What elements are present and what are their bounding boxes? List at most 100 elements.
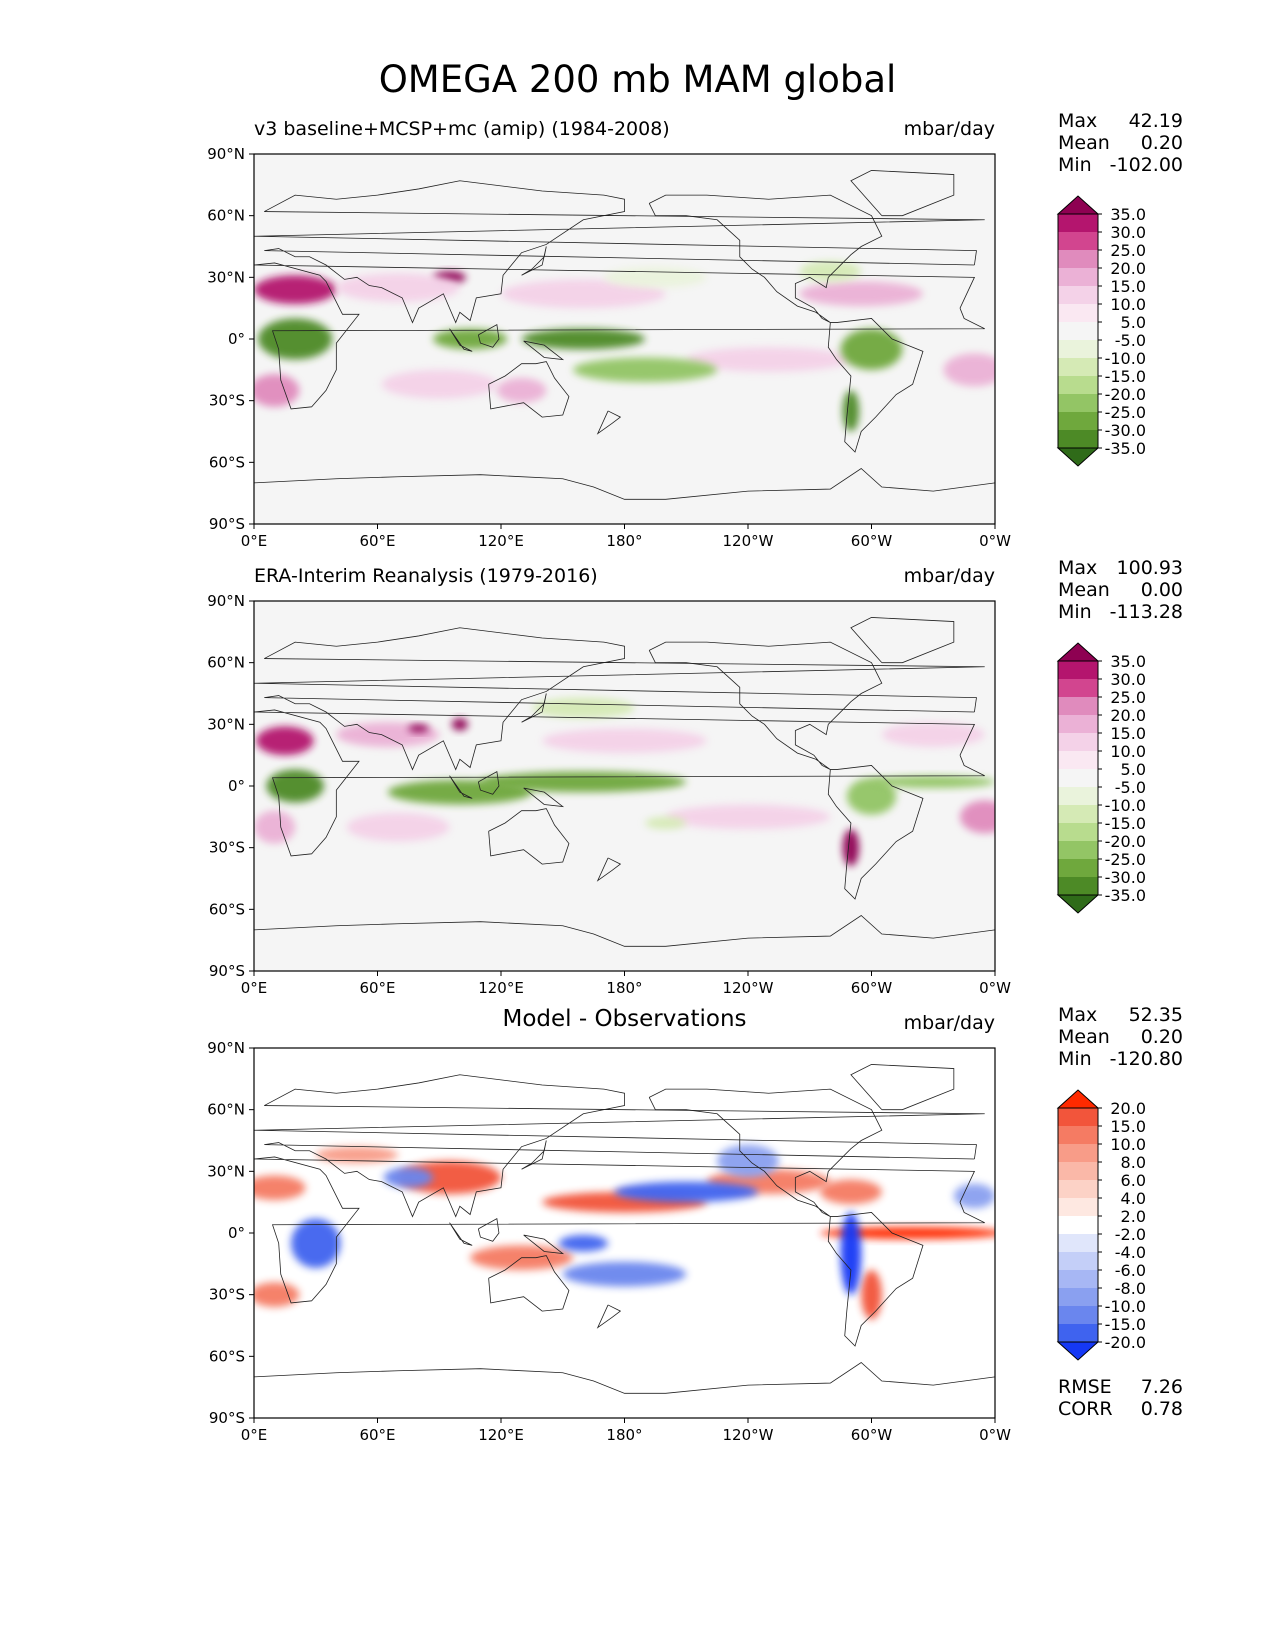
y-tick-label: 60°N — [207, 207, 245, 225]
stat-mean-row: Mean 0.20 — [1058, 1026, 1183, 1048]
colorbar-tick-label: -10.0 — [1105, 1297, 1146, 1316]
colorbar-segment — [1058, 1306, 1098, 1324]
panel-title: ERA-Interim Reanalysis (1979-2016) — [254, 565, 598, 587]
coastline — [488, 1255, 570, 1312]
x-tick-label: 120°W — [723, 979, 774, 997]
colorbar-segment — [1058, 715, 1098, 733]
contour-feature — [871, 775, 995, 789]
x-tick-label: 120°W — [723, 1426, 774, 1444]
stat-max-label: Max — [1058, 110, 1098, 132]
stat-mean-row: Mean 0.20 — [1058, 132, 1183, 154]
colorbar-tick-label: 20.0 — [1110, 706, 1146, 725]
colorbar-segment — [1058, 841, 1098, 859]
stat-min-label: Min — [1058, 601, 1092, 623]
panel-model: v3 baseline+MCSP+mc (amip) (1984-2008) mb… — [0, 110, 1275, 588]
coastline — [254, 1074, 985, 1218]
contour-feature — [820, 1226, 995, 1240]
contour-feature — [840, 1212, 862, 1295]
colorbar-tick-label: 30.0 — [1110, 223, 1146, 242]
colorbar-segment — [1058, 1252, 1098, 1270]
contour-feature — [254, 810, 296, 844]
stat-min-row: Min -102.00 — [1058, 154, 1183, 176]
x-tick-label: 0°E — [241, 532, 268, 550]
contour-feature — [953, 1183, 995, 1209]
colorbar-segment — [1058, 1216, 1098, 1234]
colorbar-tick-label: 15.0 — [1110, 277, 1146, 296]
stat-min-label: Min — [1058, 154, 1092, 176]
coastline-antarctica — [254, 1361, 995, 1394]
colorbar-extend-max — [1056, 195, 1100, 215]
coastline — [596, 857, 622, 882]
contour-feature — [799, 281, 923, 307]
colorbar-tick-label: 5.0 — [1121, 760, 1146, 779]
colorbar-segment — [1058, 340, 1098, 358]
coastline — [254, 627, 985, 771]
x-tick-label: 60°E — [359, 1426, 395, 1444]
colorbar-tick-label: 30.0 — [1110, 670, 1146, 689]
colorbar-segment — [1058, 1180, 1098, 1198]
colorbar-extend-min — [1056, 894, 1100, 914]
stat-rmse-label: RMSE — [1058, 1376, 1112, 1398]
colorbar-tick-label: 20.0 — [1110, 259, 1146, 278]
colorbar-tick-label: -35.0 — [1105, 886, 1146, 905]
contour-feature — [840, 328, 903, 370]
contour-feature — [496, 378, 547, 403]
coastline — [827, 765, 924, 900]
contour-feature — [500, 279, 666, 309]
stat-min-row: Min -113.28 — [1058, 601, 1183, 623]
coastline — [477, 1217, 500, 1242]
y-tick-label: 90°S — [209, 1409, 245, 1427]
colorbar-tick-label: -15.0 — [1105, 1315, 1146, 1334]
colorbar-segment — [1058, 877, 1098, 895]
contour-feature — [451, 718, 469, 731]
stat-mean-label: Mean — [1058, 132, 1110, 154]
colorbar-segment — [1058, 661, 1098, 679]
colorbar-tick-label: 10.0 — [1110, 742, 1146, 761]
y-tick-label: 60°S — [209, 453, 245, 471]
colorbar-segment — [1058, 250, 1098, 268]
colorbar-tick-label: -5.0 — [1115, 331, 1146, 350]
colorbar-tick-label: -35.0 — [1105, 439, 1146, 458]
x-tick-label: 0°E — [241, 1426, 268, 1444]
contour-feature — [943, 353, 995, 387]
colorbar-segment — [1058, 304, 1098, 322]
summary-stats: Max 52.35 Mean 0.20 Min -120.80 — [1058, 1004, 1183, 1070]
colorbar-outline — [1057, 660, 1099, 896]
contour-feature — [960, 800, 995, 834]
colorbar-segment — [1058, 268, 1098, 286]
colorbar-segment — [1058, 769, 1098, 787]
contour-feature — [381, 369, 497, 399]
x-tick-label: 0°W — [979, 1426, 1011, 1444]
colorbar-tick-label: 8.0 — [1121, 1153, 1146, 1172]
colorbar-segment — [1058, 733, 1098, 751]
coastline — [596, 410, 622, 435]
coastline — [596, 1304, 622, 1329]
contour-feature — [842, 390, 860, 432]
stat-mean-value: 0.00 — [1140, 579, 1183, 601]
colorbar-segment — [1058, 1234, 1098, 1252]
colorbar-tick-label: -4.0 — [1115, 1243, 1146, 1262]
coastline — [827, 318, 924, 453]
units-label: mbar/day — [903, 118, 995, 140]
colorbar-tick-label: 20.0 — [1110, 1099, 1146, 1118]
contour-feature — [820, 1179, 882, 1205]
colorbar-tick-label: 35.0 — [1110, 205, 1146, 224]
colorbar-tick-label: -20.0 — [1105, 385, 1146, 404]
colorbar-tick-label: -30.0 — [1105, 421, 1146, 440]
colorbar-segment — [1058, 1144, 1098, 1162]
colorbar-segment — [1058, 1162, 1098, 1180]
colorbar-segment — [1058, 286, 1098, 304]
coastline — [827, 1212, 924, 1347]
contour-feature — [398, 1161, 501, 1194]
x-tick-label: 60°W — [851, 979, 893, 997]
colorbar-outline — [1057, 213, 1099, 449]
x-tick-label: 0°W — [979, 979, 1011, 997]
coastline — [523, 1234, 565, 1255]
colorbar-tick-label: 5.0 — [1121, 313, 1146, 332]
x-tick-label: 120°W — [723, 532, 774, 550]
panel-difference: Model - Observations mbar/day Max 52.35 Mean… — [0, 1004, 1275, 1482]
contour-feature — [861, 1270, 882, 1320]
stat-min-value: -120.80 — [1109, 1048, 1183, 1070]
y-tick-label: 30°N — [207, 715, 245, 733]
y-tick-label: 0° — [228, 1224, 245, 1242]
